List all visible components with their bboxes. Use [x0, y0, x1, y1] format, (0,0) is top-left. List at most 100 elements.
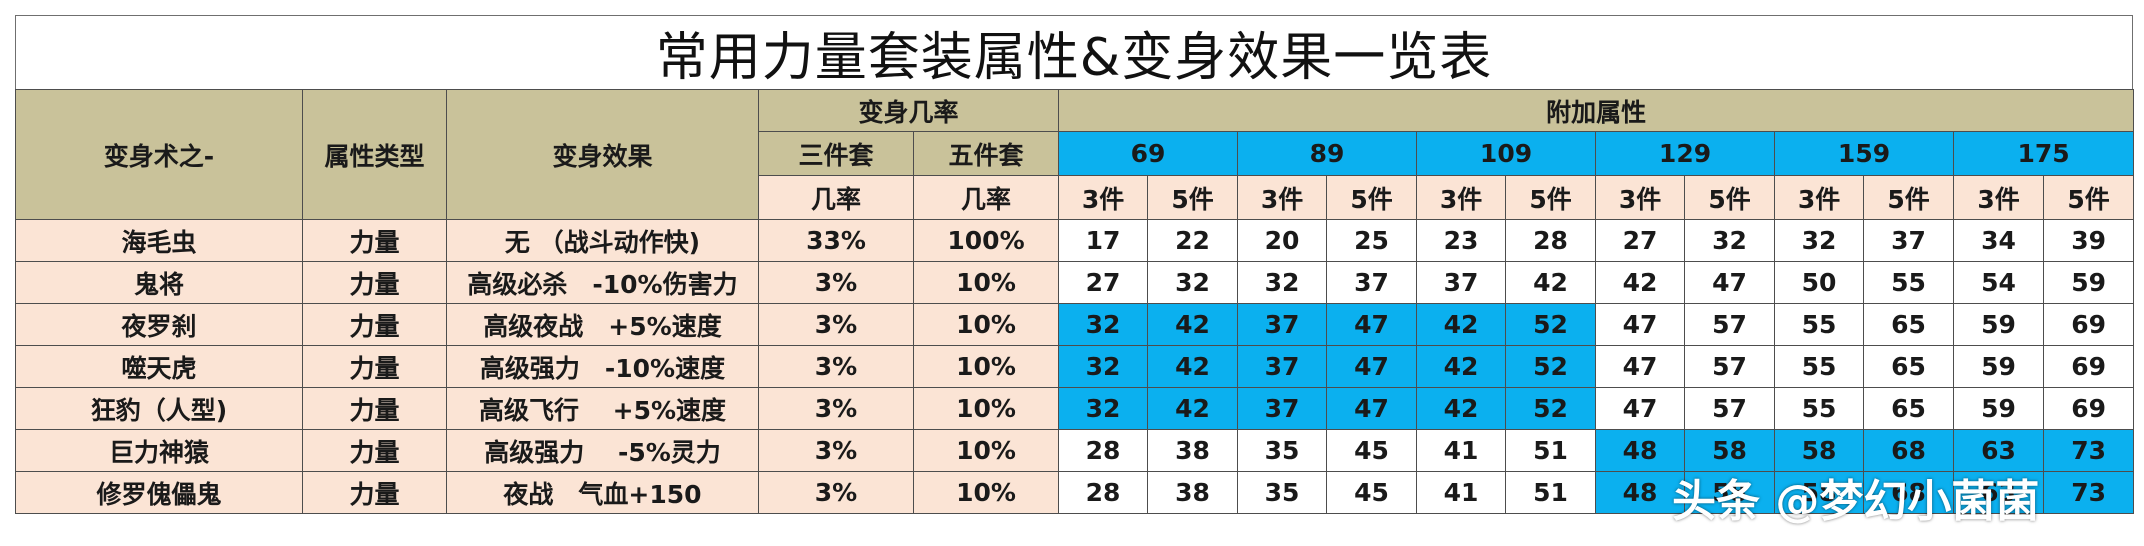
cell-rate-3: 3% [758, 387, 914, 430]
header-piece5-175: 5件 [2043, 175, 2135, 220]
cell-value: 28 [1058, 471, 1149, 514]
header-three-set: 三件套 [758, 131, 914, 176]
header-piece3-89: 3件 [1237, 175, 1328, 220]
cell-value: 42 [1416, 345, 1507, 388]
cell-value: 34 [1953, 219, 2045, 262]
cell-value: 20 [1237, 219, 1328, 262]
cell-value: 51 [1505, 429, 1597, 472]
cell-value: 37 [1863, 219, 1955, 262]
header-bonus-group: 附加属性 [1058, 89, 2135, 132]
cell-value: 32 [1147, 261, 1239, 304]
header-level-175: 175 [1953, 131, 2135, 176]
cell-value: 42 [1147, 303, 1239, 346]
cell-value: 54 [1953, 261, 2045, 304]
cell-value: 37 [1416, 261, 1507, 304]
header-piece5-109: 5件 [1505, 175, 1597, 220]
cell-value: 23 [1416, 219, 1507, 262]
cell-value: 55 [1863, 261, 1955, 304]
cell-effect: 高级必杀 -10%伤害力 [446, 261, 759, 304]
summary-sheet: 常用力量套装属性&变身效果一览表 变身术之- 属性类型 变身效果 变身几率 附加… [15, 15, 2135, 514]
cell-type: 力量 [302, 471, 447, 514]
cell-type: 力量 [302, 387, 447, 430]
header-level-89: 89 [1237, 131, 1418, 176]
cell-rate-3: 3% [758, 303, 914, 346]
cell-value: 39 [2043, 219, 2135, 262]
cell-name: 巨力神猿 [15, 429, 303, 472]
table-row: 海毛虫 力量无 （战斗动作快) 33% 100% 17 22 20 25 23 28 27 32 32 3… [15, 219, 2135, 262]
cell-name: 夜罗刹 [15, 303, 303, 346]
cell-name: 修罗傀儡鬼 [15, 471, 303, 514]
cell-value: 69 [2043, 387, 2135, 430]
cell-value: 52 [1505, 387, 1597, 430]
cell-value: 42 [1595, 261, 1686, 304]
cell-value: 42 [1416, 303, 1507, 346]
cell-value: 65 [1863, 345, 1955, 388]
cell-value: 42 [1147, 345, 1239, 388]
cell-value: 47 [1326, 345, 1418, 388]
cell-rate-3: 3% [758, 261, 914, 304]
cell-value: 38 [1147, 471, 1239, 514]
cell-type: 力量 [302, 345, 447, 388]
cell-value: 37 [1237, 345, 1328, 388]
cell-value: 63 [1953, 429, 2045, 472]
header-five-set: 五件套 [912, 131, 1060, 176]
cell-value: 69 [2043, 303, 2135, 346]
header-piece3-69: 3件 [1058, 175, 1149, 220]
cell-value: 47 [1326, 303, 1418, 346]
cell-value: 32 [1774, 219, 1865, 262]
cell-rate-5: 10% [912, 303, 1060, 346]
header-piece5-159: 5件 [1863, 175, 1955, 220]
header-piece5-69: 5件 [1147, 175, 1239, 220]
cell-value: 52 [1505, 345, 1597, 388]
cell-value: 59 [2043, 261, 2135, 304]
cell-value: 37 [1326, 261, 1418, 304]
cell-value: 50 [1774, 261, 1865, 304]
cell-effect: 高级夜战 +5%速度 [446, 303, 759, 346]
cell-value: 47 [1326, 387, 1418, 430]
cell-value: 58 [1774, 471, 1865, 514]
cell-rate-3: 3% [758, 345, 914, 388]
page-title: 常用力量套装属性&变身效果一览表 [15, 15, 2133, 89]
cell-value: 68 [1863, 471, 1955, 514]
cell-value: 37 [1237, 303, 1328, 346]
table-row: 夜罗刹 力量 高级夜战 +5%速度 3% 10% 32 42 37 47 42 52 47 57 55 65… [15, 303, 2135, 346]
cell-value: 65 [1863, 387, 1955, 430]
cell-value: 22 [1147, 219, 1239, 262]
cell-rate-3: 3% [758, 471, 914, 514]
cell-rate-5: 10% [912, 345, 1060, 388]
cell-value: 25 [1326, 219, 1418, 262]
header-rate-5: 几率 [912, 175, 1060, 220]
header-level-69: 69 [1058, 131, 1239, 176]
cell-value: 59 [1953, 303, 2045, 346]
cell-type: 力量 [302, 219, 447, 262]
cell-value: 17 [1058, 219, 1149, 262]
cell-type: 力量 [302, 261, 447, 304]
cell-name: 鬼将 [15, 261, 303, 304]
cell-name: 噬天虎 [15, 345, 303, 388]
header-rate-group: 变身几率 [757, 89, 1060, 132]
cell-value: 41 [1416, 429, 1507, 472]
cell-value: 47 [1595, 387, 1686, 430]
header-piece3-109: 3件 [1416, 175, 1507, 220]
cell-value: 58 [1684, 429, 1776, 472]
cell-value: 57 [1684, 303, 1776, 346]
cell-value: 45 [1326, 471, 1418, 514]
cell-value: 41 [1416, 471, 1507, 514]
header-name: 变身术之- [15, 89, 303, 220]
cell-value: 55 [1774, 303, 1865, 346]
cell-value: 42 [1505, 261, 1597, 304]
cell-value: 32 [1058, 303, 1149, 346]
cell-value: 58 [1684, 471, 1776, 514]
cell-value: 52 [1505, 303, 1597, 346]
cell-value: 59 [1953, 387, 2045, 430]
header-type: 属性类型 [302, 89, 447, 220]
cell-rate-3: 3% [758, 429, 914, 472]
cell-value: 27 [1058, 261, 1149, 304]
cell-type: 力量 [302, 429, 447, 472]
cell-value: 32 [1684, 219, 1776, 262]
cell-name: 海毛虫 [15, 219, 303, 262]
cell-rate-5: 10% [912, 387, 1060, 430]
watermark: 头条 @梦幻小菌菌 [1672, 476, 2040, 527]
cell-value: 73 [2043, 471, 2135, 514]
cell-value: 38 [1147, 429, 1239, 472]
